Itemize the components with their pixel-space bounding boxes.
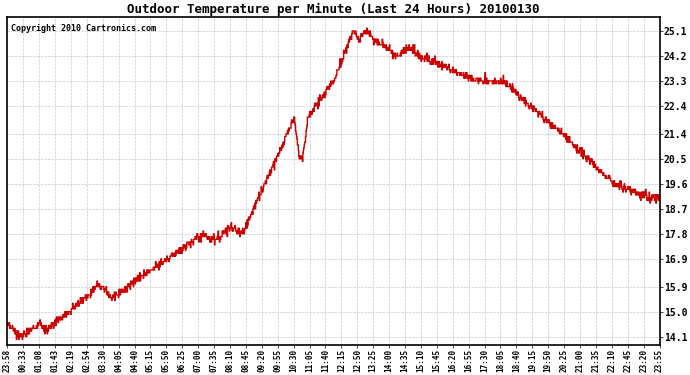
Text: Copyright 2010 Cartronics.com: Copyright 2010 Cartronics.com	[10, 24, 155, 33]
Title: Outdoor Temperature per Minute (Last 24 Hours) 20100130: Outdoor Temperature per Minute (Last 24 …	[127, 3, 540, 16]
